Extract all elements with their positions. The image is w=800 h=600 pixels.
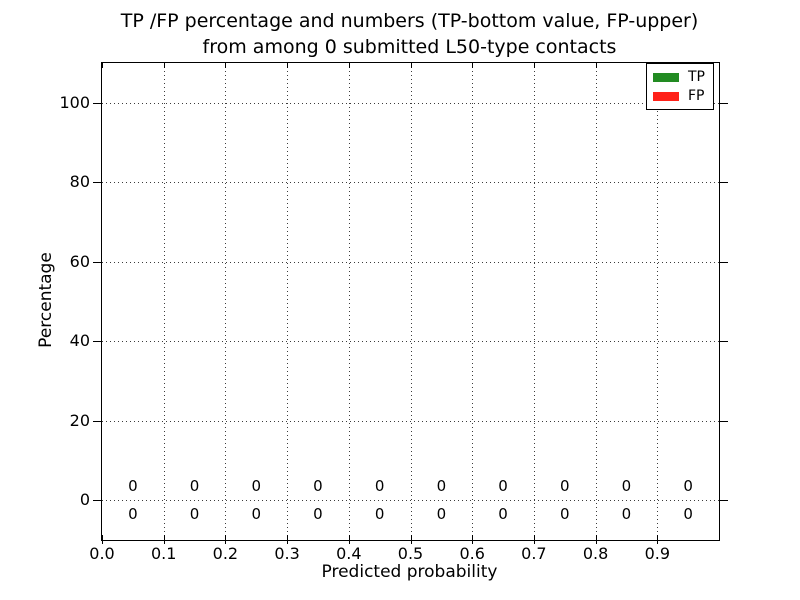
tp-count-label: 0 bbox=[559, 505, 570, 524]
plot-area: 0 20 40 60 80 100 0.0 0.1 0.2 0.3 0.4 0.5 0.6 0.7 0.8 0… bbox=[59, 62, 728, 563]
tp-count-label: 0 bbox=[128, 505, 138, 524]
x-tick-label: 0.9 bbox=[644, 544, 671, 563]
x-tick-label: 0.7 bbox=[521, 544, 547, 563]
x-tick-bottom bbox=[225, 535, 227, 544]
x-tick-bottom bbox=[472, 535, 474, 544]
y-tick-right bbox=[720, 341, 728, 343]
legend-swatch-fp-icon bbox=[653, 91, 679, 101]
fp-count-label: 0 bbox=[436, 477, 447, 496]
fp-count-label: 0 bbox=[621, 477, 632, 496]
legend-entry-tp: TP bbox=[653, 69, 707, 85]
y-tick-right bbox=[720, 261, 728, 263]
y-tick-label: 80 bbox=[69, 172, 90, 192]
y-tick-left bbox=[93, 261, 101, 263]
fp-count-label: 0 bbox=[251, 477, 262, 496]
x-tick-top bbox=[348, 63, 350, 68]
x-tick-top bbox=[533, 63, 535, 68]
y-tick-left bbox=[93, 182, 101, 184]
fp-count-label: 0 bbox=[128, 477, 138, 496]
tp-count-label: 0 bbox=[313, 505, 323, 524]
fp-count-label: 0 bbox=[559, 477, 570, 496]
y-tick-label: 100 bbox=[59, 92, 90, 112]
x-tick-label: 0.4 bbox=[336, 544, 362, 563]
x-gridline bbox=[225, 63, 227, 540]
legend-entry-fp: FP bbox=[653, 88, 707, 104]
y-tick-right bbox=[720, 500, 728, 502]
chart-title-line2: from among 0 submitted L50-type contacts bbox=[202, 36, 617, 58]
x-gridline bbox=[410, 63, 412, 540]
x-tick-top bbox=[410, 63, 412, 68]
x-tick-bottom bbox=[287, 535, 289, 544]
x-tick-top bbox=[472, 63, 474, 68]
chart-title: TP /FP percentage and numbers (TP-bottom… bbox=[101, 8, 718, 60]
tp-count-label: 0 bbox=[374, 505, 385, 524]
x-tick-bottom bbox=[102, 535, 103, 544]
fp-count-label: 0 bbox=[189, 477, 200, 496]
legend: TP FP bbox=[646, 63, 714, 110]
tp-count-label: 0 bbox=[498, 505, 508, 524]
x-tick-top bbox=[225, 63, 227, 68]
y-tick-right bbox=[720, 102, 728, 104]
x-tick-bottom bbox=[595, 535, 597, 544]
x-tick-top bbox=[287, 63, 289, 68]
tp-count-label: 0 bbox=[683, 505, 693, 524]
fp-count-label: 0 bbox=[683, 477, 693, 496]
legend-swatch-tp-icon bbox=[653, 72, 679, 82]
y-tick-left bbox=[93, 420, 101, 422]
tp-count-label: 0 bbox=[189, 505, 200, 524]
x-tick-bottom bbox=[348, 535, 350, 544]
x-tick-label: 0.8 bbox=[582, 544, 609, 563]
y-tick-left bbox=[93, 341, 101, 343]
x-tick-bottom bbox=[163, 535, 165, 544]
fp-count-label: 0 bbox=[313, 477, 323, 496]
x-tick-top bbox=[163, 63, 165, 68]
x-gridline bbox=[595, 63, 597, 540]
x-tick-label: 0.0 bbox=[89, 544, 115, 563]
x-tick-top bbox=[595, 63, 597, 68]
x-tick-bottom bbox=[410, 535, 412, 544]
x-gridline bbox=[287, 63, 289, 540]
x-tick-label: 0.2 bbox=[212, 544, 239, 563]
x-gridline bbox=[163, 63, 165, 540]
legend-label-fp: FP bbox=[688, 88, 705, 104]
y-tick-label: 40 bbox=[69, 331, 90, 351]
y-tick-left bbox=[93, 500, 101, 502]
x-tick-bottom bbox=[657, 535, 659, 544]
x-tick-bottom bbox=[533, 535, 535, 544]
y-tick-label: 0 bbox=[79, 490, 90, 510]
x-tick-label: 0.1 bbox=[150, 544, 177, 563]
x-tick-label: 0.6 bbox=[459, 544, 485, 563]
y-tick-right bbox=[720, 182, 728, 184]
tp-count-label: 0 bbox=[621, 505, 632, 524]
x-tick-top bbox=[102, 63, 103, 68]
chart-title-line1: TP /FP percentage and numbers (TP-bottom… bbox=[120, 10, 699, 32]
legend-label-tp: TP bbox=[688, 69, 705, 85]
tp-count-label: 0 bbox=[436, 505, 447, 524]
x-gridline bbox=[533, 63, 535, 540]
y-axis-label: Percentage bbox=[36, 252, 56, 348]
y-tick-left bbox=[93, 102, 101, 104]
x-gridline bbox=[348, 63, 350, 540]
y-tick-label: 60 bbox=[69, 251, 90, 271]
x-tick-label: 0.3 bbox=[274, 544, 300, 563]
y-tick-right bbox=[720, 420, 728, 422]
x-gridline bbox=[472, 63, 474, 540]
x-tick-label: 0.5 bbox=[397, 544, 424, 563]
x-axis-label: Predicted probability bbox=[321, 562, 498, 582]
tp-count-label: 0 bbox=[251, 505, 262, 524]
x-gridline bbox=[657, 63, 659, 540]
fp-count-label: 0 bbox=[498, 477, 508, 496]
y-tick-label: 20 bbox=[69, 410, 90, 430]
fp-count-label: 0 bbox=[374, 477, 385, 496]
